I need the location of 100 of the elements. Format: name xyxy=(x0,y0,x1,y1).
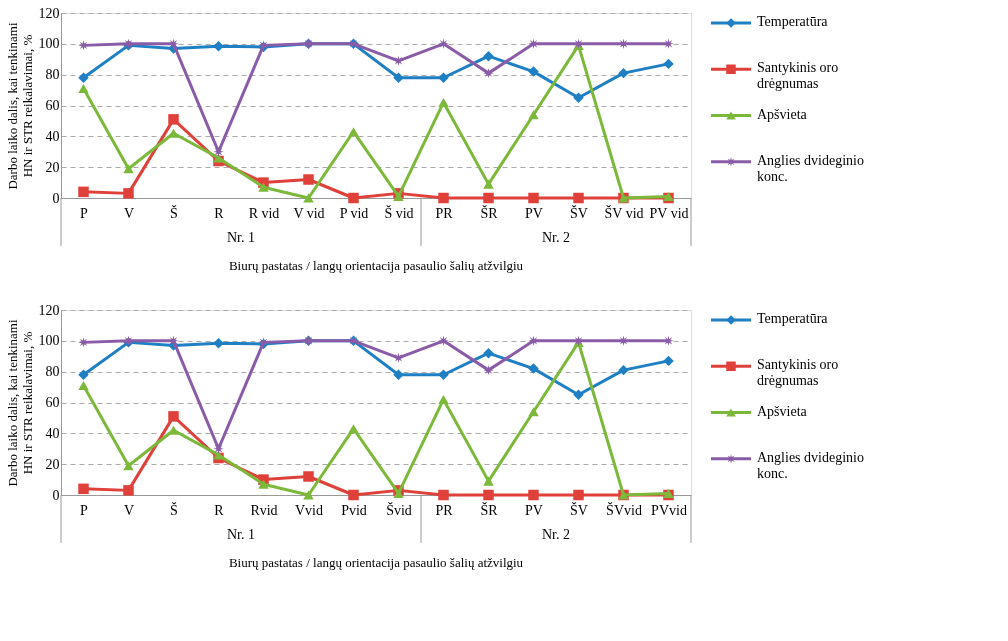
point xyxy=(348,127,359,137)
point xyxy=(483,50,494,62)
legend-label: Temperatūra xyxy=(757,311,829,326)
legend-label: Apšvieta xyxy=(757,403,808,419)
y-tick-label: 80 xyxy=(45,364,60,380)
point xyxy=(528,192,539,204)
x-axis-title: Biurų pastatas / langų orientacija pasaulio šalių atžvilgiu xyxy=(228,258,524,273)
point xyxy=(528,66,539,77)
point xyxy=(78,381,89,391)
point xyxy=(573,389,584,401)
text: Nr. 1 xyxy=(227,230,255,245)
point xyxy=(438,97,449,107)
point xyxy=(78,84,89,94)
point xyxy=(393,352,404,364)
point xyxy=(303,471,314,482)
y-tick-label: 40 xyxy=(45,128,60,144)
x-tick-label: ŠVvid xyxy=(606,501,642,518)
x-tick-label: PV vid xyxy=(649,205,689,221)
point xyxy=(438,369,449,380)
y-tick-label: 20 xyxy=(45,456,60,472)
point xyxy=(393,72,404,83)
x-tick-label: V xyxy=(123,205,135,221)
point xyxy=(663,355,674,367)
point xyxy=(528,110,539,120)
text: Nr. 1 xyxy=(227,527,255,542)
point xyxy=(618,67,629,79)
y-tick-label: 120 xyxy=(38,302,60,318)
point xyxy=(393,55,404,67)
point xyxy=(348,489,359,501)
y-tick-label: 120 xyxy=(38,5,60,21)
point xyxy=(438,38,449,50)
y-tick-label: 60 xyxy=(45,395,60,410)
y-tick-label: 100 xyxy=(38,36,60,52)
legend-label: Santykinis oro drėgnumas xyxy=(757,60,839,92)
point xyxy=(483,179,494,189)
point xyxy=(528,363,539,374)
point xyxy=(573,489,584,501)
x-tick-label: PR xyxy=(435,205,454,221)
point xyxy=(78,72,89,83)
point xyxy=(483,364,494,376)
point xyxy=(123,485,134,496)
y-tick-label: 60 xyxy=(45,98,60,113)
x-tick-label: P xyxy=(80,502,89,518)
point xyxy=(348,424,359,434)
point xyxy=(438,72,449,83)
point xyxy=(258,479,269,489)
point xyxy=(168,114,179,125)
x-tick-label: Š vid xyxy=(384,204,414,221)
point xyxy=(213,146,224,157)
text: Nr. 2 xyxy=(542,527,570,542)
x-tick-label: V xyxy=(123,502,135,518)
point xyxy=(213,337,224,349)
point xyxy=(123,188,134,199)
point xyxy=(303,193,314,203)
x-axis-title: Biurų pastatas / langų orientacija pasaulio šalių atžvilgiu xyxy=(228,555,524,570)
legend-label: Anglies dvideginio konc. xyxy=(757,449,864,481)
x-tick-label: Š xyxy=(170,501,178,518)
y-tick-label: 20 xyxy=(45,159,60,175)
point xyxy=(393,369,404,380)
point xyxy=(528,407,539,417)
point xyxy=(303,490,314,500)
point xyxy=(168,411,179,422)
x-tick-label: PVvid xyxy=(651,502,687,518)
point xyxy=(573,192,584,204)
point xyxy=(483,347,494,359)
point xyxy=(78,483,89,495)
point xyxy=(438,489,449,501)
x-tick-label: ŠR xyxy=(480,501,499,518)
x-tick-label: Vvid xyxy=(295,502,323,518)
y-axis-title: Darbo laiko dalis, kai tenkinami HN ir STR reikalavimai, % xyxy=(4,22,35,190)
y-axis-title: Darbo laiko dalis, kai tenkinami HN ir STR reikalavimai, % xyxy=(4,319,35,487)
x-tick-label: P vid xyxy=(339,205,369,221)
x-tick-label: Rvid xyxy=(250,502,278,518)
x-tick-label: ŠV vid xyxy=(604,204,644,221)
y-tick-label: 100 xyxy=(38,333,60,349)
point xyxy=(438,394,449,404)
x-tick-label: ŠV xyxy=(570,204,588,221)
y-tick-label: 40 xyxy=(45,425,60,441)
point xyxy=(258,182,269,192)
point xyxy=(663,58,674,70)
point xyxy=(348,192,359,204)
legend-label: Anglies dvideginio konc. xyxy=(757,152,864,184)
x-tick-label: ŠV xyxy=(570,501,588,518)
point xyxy=(78,369,89,380)
point xyxy=(123,164,134,174)
x-tick-label: Švid xyxy=(386,501,412,518)
point xyxy=(123,461,134,471)
legend-label: Apšvieta xyxy=(757,106,808,122)
point xyxy=(483,192,494,204)
legend-label: Temperatūra xyxy=(757,14,829,29)
text: Nr. 2 xyxy=(542,230,570,245)
point xyxy=(618,364,629,376)
point xyxy=(483,476,494,486)
point xyxy=(438,335,449,347)
point xyxy=(303,174,314,185)
x-tick-label: P xyxy=(80,205,89,221)
x-tick-label: R xyxy=(214,502,225,518)
point xyxy=(213,443,224,454)
x-tick-label: PV xyxy=(525,205,543,221)
x-tick-label: PR xyxy=(435,502,454,518)
